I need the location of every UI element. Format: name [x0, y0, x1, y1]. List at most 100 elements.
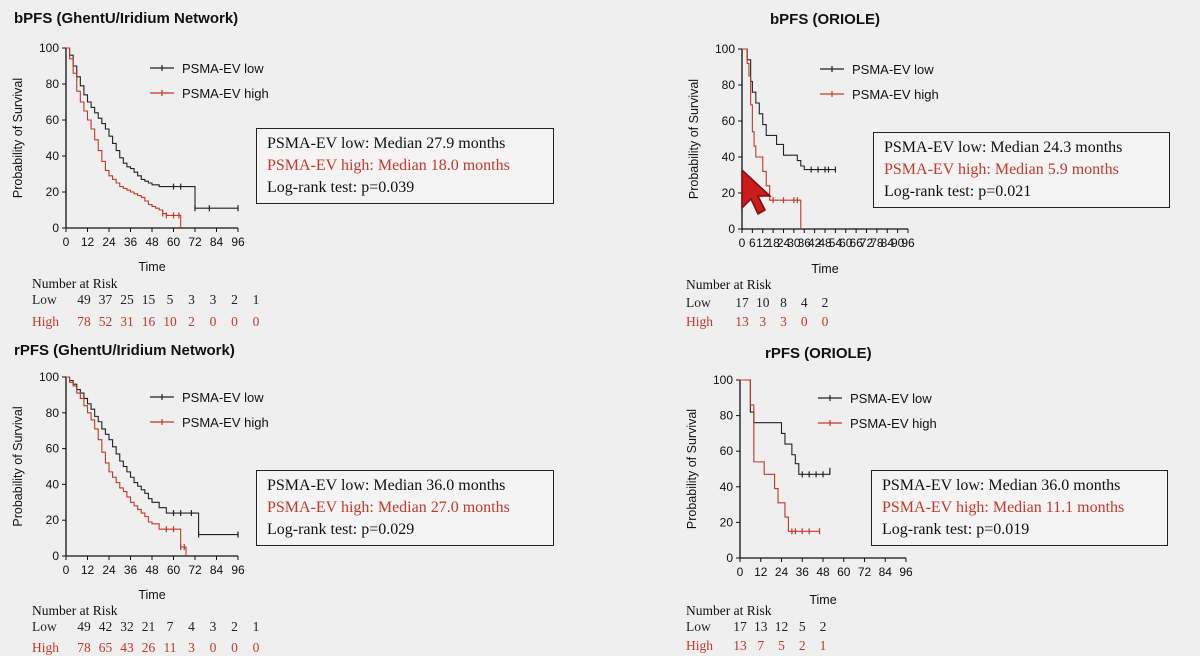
risk-low-value: 49 [77, 619, 91, 634]
series-line-high [740, 379, 820, 532]
risk-low-value: 25 [120, 292, 134, 307]
x-tick-label: 18 [766, 236, 780, 250]
stats-box: PSMA-EV low: Median 24.3 months PSMA-EV … [873, 132, 1170, 208]
x-tick-label: 36 [798, 236, 812, 250]
x-tick-label: 66 [849, 236, 863, 250]
x-tick-label: 96 [901, 236, 915, 250]
risk-low-value: 5 [166, 292, 174, 307]
stats-box: PSMA-EV low: Median 36.0 months PSMA-EV … [256, 470, 554, 546]
x-tick-label: 36 [796, 565, 810, 579]
risk-high-value: 78 [77, 314, 91, 329]
chart-title: rPFS (ORIOLE) [765, 345, 872, 362]
stat-low: PSMA-EV low: Median 36.0 months [267, 477, 506, 494]
x-tick-label: 90 [891, 236, 905, 250]
risk-low-value: 21 [141, 619, 156, 634]
risk-high-value: 3 [188, 640, 195, 655]
x-tick-label: 60 [837, 565, 851, 579]
risk-low-value: 3 [209, 292, 217, 307]
x-tick-label: 60 [167, 563, 181, 577]
y-tick-label: 80 [46, 77, 60, 91]
y-axis-label: Probability of Survival [11, 406, 25, 526]
y-tick-label: 100 [39, 41, 59, 55]
x-tick-label: 60 [167, 235, 181, 249]
legend-label: PSMA-EV low [852, 62, 934, 77]
risk-header: Number at Risk [32, 276, 118, 291]
legend-label: PSMA-EV high [852, 87, 939, 102]
x-tick-label: 72 [188, 563, 202, 577]
risk-low-value: 2 [231, 292, 238, 307]
risk-low-value: 2 [231, 619, 238, 634]
chart-title: bPFS (ORIOLE) [770, 11, 880, 28]
stat-high: PSMA-EV high: Median 27.0 months [267, 499, 510, 516]
risk-high-value: 52 [98, 314, 113, 329]
x-tick-label: 6 [749, 236, 756, 250]
x-tick-label: 72 [188, 235, 202, 249]
legend-label: PSMA-EV high [850, 416, 937, 431]
risk-low-label: Low [32, 292, 57, 307]
x-tick-label: 42 [808, 236, 822, 250]
legend-label: PSMA-EV low [850, 391, 932, 406]
risk-high-value: 0 [252, 640, 260, 655]
stat-logrank: Log-rank test: p=0.019 [882, 521, 1030, 538]
y-tick-label: 60 [46, 113, 60, 127]
y-tick-label: 40 [46, 477, 60, 491]
y-tick-label: 20 [46, 513, 60, 527]
risk-high-value: 3 [780, 314, 787, 329]
risk-high-value: 65 [98, 640, 113, 655]
x-tick-label: 0 [739, 236, 746, 250]
x-tick-label: 48 [145, 235, 159, 249]
risk-low-value: 10 [756, 295, 770, 310]
x-tick-label: 84 [210, 563, 224, 577]
risk-high-label: High [686, 314, 713, 329]
series-line-low [66, 47, 238, 209]
x-tick-label: 12 [756, 236, 770, 250]
risk-low-label: Low [686, 619, 711, 634]
x-tick-label: 48 [816, 565, 830, 579]
x-tick-label: 96 [231, 235, 245, 249]
risk-low-label: Low [32, 619, 57, 634]
y-tick-label: 100 [39, 370, 59, 384]
y-tick-label: 20 [722, 186, 736, 200]
risk-high-value: 13 [735, 314, 749, 329]
x-tick-label: 12 [81, 563, 95, 577]
risk-high-value: 2 [798, 638, 806, 653]
y-tick-label: 20 [46, 185, 60, 199]
risk-low-value: 5 [798, 619, 806, 634]
risk-high-value: 2 [188, 314, 195, 329]
x-tick-label: 0 [737, 565, 744, 579]
x-tick-label: 12 [81, 235, 95, 249]
cursor-arrow-icon [741, 168, 772, 216]
stat-low: PSMA-EV low: Median 24.3 months [884, 139, 1123, 156]
risk-high-value: 0 [800, 314, 808, 329]
y-tick-label: 0 [728, 222, 735, 236]
chart-title: rPFS (GhentU/Iridium Network) [14, 342, 235, 359]
legend-label: PSMA-EV low [182, 390, 264, 405]
legend-label: PSMA-EV high [182, 86, 269, 101]
risk-high-value: 0 [231, 640, 238, 655]
risk-low-value: 37 [98, 292, 113, 307]
y-tick-label: 60 [46, 442, 60, 456]
risk-header: Number at Risk [686, 277, 772, 292]
stat-high: PSMA-EV high: Median 18.0 months [267, 157, 510, 174]
risk-high-value: 11 [163, 640, 177, 655]
risk-high-value: 13 [733, 638, 747, 653]
series-line-low [66, 376, 238, 536]
y-tick-label: 40 [720, 480, 734, 494]
x-axis-label: Time [811, 262, 838, 276]
y-tick-label: 0 [52, 549, 59, 563]
stat-low: PSMA-EV low: Median 36.0 months [882, 477, 1121, 494]
x-tick-label: 96 [231, 563, 245, 577]
y-tick-label: 20 [720, 515, 734, 529]
risk-low-value: 32 [120, 619, 134, 634]
risk-high-value: 3 [759, 314, 767, 329]
y-axis-label: Probability of Survival [687, 79, 701, 199]
stat-high: PSMA-EV high: Median 5.9 months [884, 161, 1119, 178]
x-tick-label: 24 [777, 236, 791, 250]
x-tick-label: 78 [870, 236, 884, 250]
x-tick-label: 96 [899, 565, 913, 579]
risk-high-value: 0 [209, 314, 217, 329]
